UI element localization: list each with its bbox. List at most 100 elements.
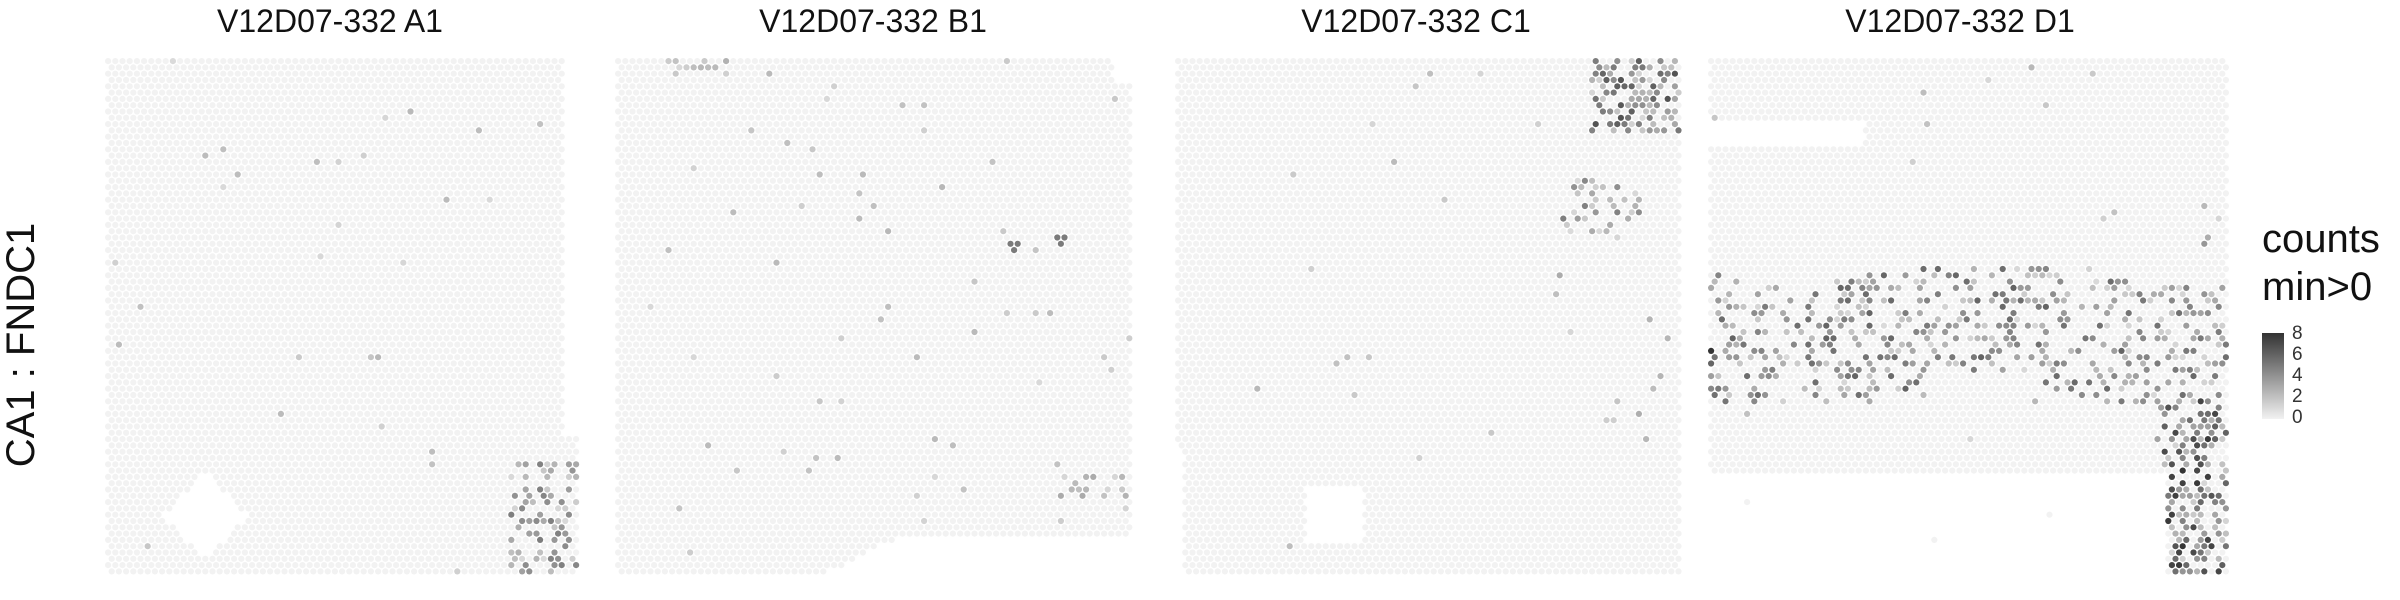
- spot: [393, 247, 400, 254]
- spot: [187, 265, 194, 273]
- spot: [479, 121, 486, 128]
- spot: [115, 555, 122, 562]
- spot: [317, 89, 324, 96]
- spot: [317, 190, 324, 197]
- spot: [490, 517, 497, 525]
- spot: [475, 417, 482, 424]
- spot: [274, 202, 281, 210]
- spot: [421, 499, 428, 506]
- spot: [238, 240, 245, 247]
- spot: [490, 404, 497, 411]
- spot: [425, 253, 432, 260]
- spot: [133, 234, 140, 241]
- spot: [400, 247, 407, 254]
- spot: [450, 310, 457, 317]
- spot: [195, 404, 202, 411]
- spot: [166, 429, 173, 436]
- spot: [475, 228, 482, 235]
- spot: [544, 549, 551, 556]
- spot: [259, 543, 266, 550]
- spot: [529, 461, 537, 468]
- spot: [321, 347, 328, 354]
- spot: [263, 536, 270, 544]
- spot: [303, 530, 310, 537]
- spot: [544, 146, 551, 153]
- spot: [490, 341, 497, 348]
- spot: [216, 114, 223, 121]
- spot: [331, 354, 338, 361]
- spot: [540, 404, 547, 411]
- spot: [137, 492, 144, 499]
- spot: [270, 423, 277, 430]
- spot: [346, 404, 353, 411]
- spot: [198, 322, 205, 329]
- spot: [148, 196, 155, 203]
- spot: [544, 373, 551, 380]
- spot: [454, 152, 461, 159]
- spot: [299, 158, 306, 165]
- spot: [439, 177, 446, 184]
- spot: [501, 423, 508, 430]
- spot-expressed: [573, 461, 580, 468]
- spot: [483, 64, 490, 71]
- spot: [148, 209, 155, 216]
- spot: [558, 272, 565, 279]
- spot: [313, 373, 320, 380]
- spot: [112, 499, 119, 506]
- spot: [486, 524, 493, 531]
- spot: [169, 171, 176, 178]
- spot: [277, 524, 284, 531]
- spot: [130, 391, 137, 399]
- spot: [166, 240, 173, 247]
- spot: [375, 543, 382, 550]
- spot: [349, 410, 356, 417]
- spot: [227, 335, 234, 342]
- spot: [281, 240, 288, 247]
- spot: [187, 89, 194, 96]
- spot: [443, 95, 450, 102]
- spot: [465, 184, 472, 191]
- spot: [252, 492, 259, 499]
- spot: [252, 202, 259, 210]
- spot-expressed: [443, 196, 450, 203]
- spot: [457, 58, 464, 65]
- spot: [328, 461, 335, 468]
- spot: [252, 127, 259, 134]
- spot: [414, 536, 421, 544]
- spot: [454, 64, 461, 71]
- spot: [364, 259, 371, 266]
- spot: [108, 341, 115, 348]
- spot: [299, 58, 306, 65]
- spot: [432, 366, 439, 373]
- spot: [256, 247, 263, 254]
- spot: [108, 202, 115, 210]
- spot: [263, 436, 270, 443]
- spot: [349, 398, 356, 405]
- spot: [133, 184, 140, 191]
- spot: [421, 423, 428, 430]
- spot: [382, 76, 389, 84]
- spot: [486, 108, 493, 115]
- spot: [403, 265, 410, 273]
- spot: [339, 102, 346, 109]
- spot: [115, 492, 122, 499]
- spot: [515, 385, 522, 392]
- spot: [511, 354, 518, 361]
- spot: [267, 228, 274, 235]
- spot: [432, 228, 439, 235]
- spot: [497, 492, 504, 499]
- spot: [403, 190, 410, 197]
- spot: [288, 429, 295, 436]
- spot: [209, 165, 216, 172]
- spot: [249, 524, 256, 531]
- spot: [335, 549, 342, 556]
- spot: [321, 398, 328, 405]
- spot: [162, 461, 169, 468]
- spot: [461, 127, 468, 134]
- spot: [209, 215, 216, 222]
- spot: [249, 272, 256, 279]
- spot: [227, 158, 234, 165]
- spot: [501, 499, 508, 506]
- spot: [191, 234, 198, 241]
- spot: [115, 152, 122, 159]
